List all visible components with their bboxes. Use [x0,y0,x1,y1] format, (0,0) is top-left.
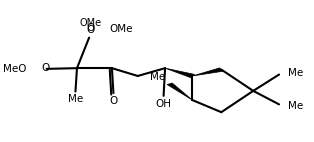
Text: Me: Me [150,72,165,82]
Text: O: O [87,23,95,33]
Text: O: O [109,96,117,106]
Text: Me: Me [288,68,303,78]
Text: O: O [41,63,49,73]
Polygon shape [167,83,192,100]
Text: Me: Me [288,101,303,111]
Polygon shape [165,68,194,78]
Text: OH: OH [155,99,171,109]
Text: O: O [86,25,94,35]
Text: OMe: OMe [109,24,133,34]
Text: OMe: OMe [79,18,102,28]
Polygon shape [192,68,223,76]
Text: Me: Me [68,94,83,104]
Text: MeO: MeO [3,64,27,74]
